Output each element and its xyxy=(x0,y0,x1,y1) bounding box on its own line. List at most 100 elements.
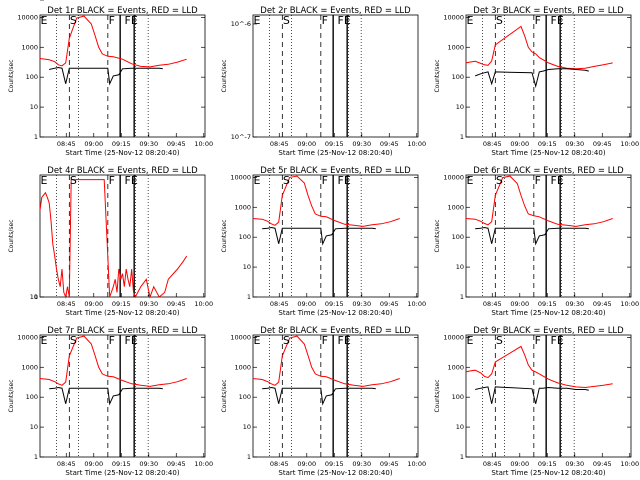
x-tick-label: 09:45 xyxy=(167,300,186,308)
y-axis-label: Counts/sec xyxy=(8,59,15,92)
x-tick-label: 09:45 xyxy=(593,140,612,148)
series-events xyxy=(262,386,376,406)
marker-label-fe: FE xyxy=(551,334,564,347)
y-tick-label: 1000 xyxy=(21,363,38,371)
panel-title: Det 5r BLACK = Events, RED = LLD xyxy=(260,166,411,176)
x-tick-label: 10:00 xyxy=(620,460,639,468)
y-tick-label: 10^-6 xyxy=(231,20,251,28)
y-axis-label: Counts/sec xyxy=(434,219,441,252)
x-tick-label: 10:00 xyxy=(194,460,213,468)
panel-title: Det 9r BLACK = Events, RED = LLD xyxy=(473,326,624,336)
series-lld xyxy=(465,345,613,389)
plot-frame xyxy=(252,174,419,298)
marker-label-s: S xyxy=(283,334,290,347)
y-tick-label: 10000 xyxy=(230,173,251,181)
x-tick-label: 08:45 xyxy=(57,140,76,148)
series-lld xyxy=(39,335,187,387)
marker-label-fe: FE xyxy=(338,334,351,347)
y-tick-label: 1 xyxy=(460,293,464,301)
x-tick-label: 10:00 xyxy=(620,300,639,308)
marker-label-fe: FE xyxy=(551,14,564,27)
x-tick-label: 09:45 xyxy=(593,300,612,308)
x-tick-label: 09:00 xyxy=(84,460,103,468)
y-tick-label: 100 xyxy=(26,73,38,81)
series-events xyxy=(475,386,589,404)
y-tick-label: 10 xyxy=(456,103,464,111)
y-tick-label: 10 xyxy=(456,263,464,271)
plot-frame xyxy=(39,334,206,458)
x-tick-label: 09:00 xyxy=(84,300,103,308)
panel-title: Det 6r BLACK = Events, RED = LLD xyxy=(473,166,624,176)
y-tick-label: 10000 xyxy=(443,173,464,181)
marker-label-e: E xyxy=(466,334,473,347)
y-tick-label: 10000 xyxy=(443,333,464,341)
marker-label-e: E xyxy=(40,174,47,187)
series-events xyxy=(262,226,376,246)
panel-title: Det 4r BLACK = Events, RED = LLD xyxy=(47,166,198,176)
plot-frame xyxy=(39,174,206,298)
x-tick-label: 09:15 xyxy=(538,460,557,468)
marker-label-f: F xyxy=(109,174,115,187)
x-tick-label: 09:45 xyxy=(380,140,399,148)
x-tick-label: 09:00 xyxy=(510,300,529,308)
marker-label-s: S xyxy=(70,174,77,187)
marker-label-s: S xyxy=(70,334,77,347)
x-axis-label: Start Time (25-Nov-12 08:20:40) xyxy=(491,309,605,317)
y-axis-label: Counts/sec xyxy=(8,219,15,252)
y-tick-label: 1000 xyxy=(447,203,464,211)
panel-det7r: Det 7r BLACK = Events, RED = LLD 1 10 100 10… xyxy=(8,326,213,477)
y-tick-label: 1000 xyxy=(234,203,251,211)
x-tick-label: 09:15 xyxy=(112,300,131,308)
x-axis-label: Start Time (25-Nov-12 08:20:40) xyxy=(491,469,605,477)
y-tick-label: 100 xyxy=(239,233,251,241)
y-tick-label: 10 xyxy=(243,263,251,271)
y-axis-label: Counts/sec xyxy=(221,219,228,252)
x-tick-label: 10:00 xyxy=(407,140,426,148)
x-tick-label: 10:00 xyxy=(407,300,426,308)
y-tick-label: 100 xyxy=(239,393,251,401)
y-tick-label: 10 xyxy=(30,293,38,301)
marker-label-s: S xyxy=(496,14,503,27)
series-lld xyxy=(39,15,187,68)
y-tick-label: 10 xyxy=(30,103,38,111)
x-tick-label: 09:30 xyxy=(352,460,371,468)
y-tick-label: 10000 xyxy=(443,13,464,21)
marker-label-e: E xyxy=(253,334,260,347)
y-tick-label: 1 xyxy=(34,453,38,461)
marker-label-e: E xyxy=(40,334,47,347)
y-tick-label: 10000 xyxy=(17,13,38,21)
y-tick-label: 1 xyxy=(34,133,38,141)
marker-label-fe: FE xyxy=(338,174,351,187)
x-tick-label: 08:45 xyxy=(483,140,502,148)
x-axis-label: Start Time (25-Nov-12 08:20:40) xyxy=(278,469,392,477)
marker-label-f: F xyxy=(322,174,328,187)
panel-det8r: Det 8r BLACK = Events, RED = LLD 1 10 100 10… xyxy=(221,326,426,477)
marker-label-f: F xyxy=(322,14,328,27)
x-tick-label: 09:15 xyxy=(112,140,131,148)
y-axis-label: Counts/sec xyxy=(8,379,15,412)
panel-title: Det 1r BLACK = Events, RED = LLD xyxy=(47,6,198,16)
plot-frame xyxy=(465,14,632,138)
x-tick-label: 09:00 xyxy=(297,460,316,468)
x-tick-label: 09:15 xyxy=(112,460,131,468)
x-tick-label: 08:45 xyxy=(57,300,76,308)
panel-det1r: Det 1r BLACK = Events, RED = LLD 1 10 100 10… xyxy=(8,6,213,157)
panel-det2r: Det 2r BLACK = Events, RED = LLD 10^-7 10^… xyxy=(221,6,426,157)
y-axis-label: Counts/sec xyxy=(221,379,228,412)
y-tick-label: 1 xyxy=(247,453,251,461)
y-tick-label: 10000 xyxy=(17,333,38,341)
panel-det9r: Det 9r BLACK = Events, RED = LLD 1 10 100 10… xyxy=(434,326,639,477)
y-tick-label: 100 xyxy=(452,73,464,81)
x-tick-label: 09:30 xyxy=(565,460,584,468)
series-events xyxy=(475,68,589,89)
panel-title: Det 2r BLACK = Events, RED = LLD xyxy=(260,6,411,16)
x-tick-label: 09:00 xyxy=(510,140,529,148)
marker-label-fe: FE xyxy=(338,14,351,27)
y-axis-label: Counts/sec xyxy=(434,59,441,92)
series-lld xyxy=(252,335,400,387)
marker-label-s: S xyxy=(496,334,503,347)
marker-label-e: E xyxy=(253,14,260,27)
x-tick-label: 09:45 xyxy=(380,460,399,468)
x-tick-label: 08:45 xyxy=(57,460,76,468)
plot-frame xyxy=(465,174,632,298)
